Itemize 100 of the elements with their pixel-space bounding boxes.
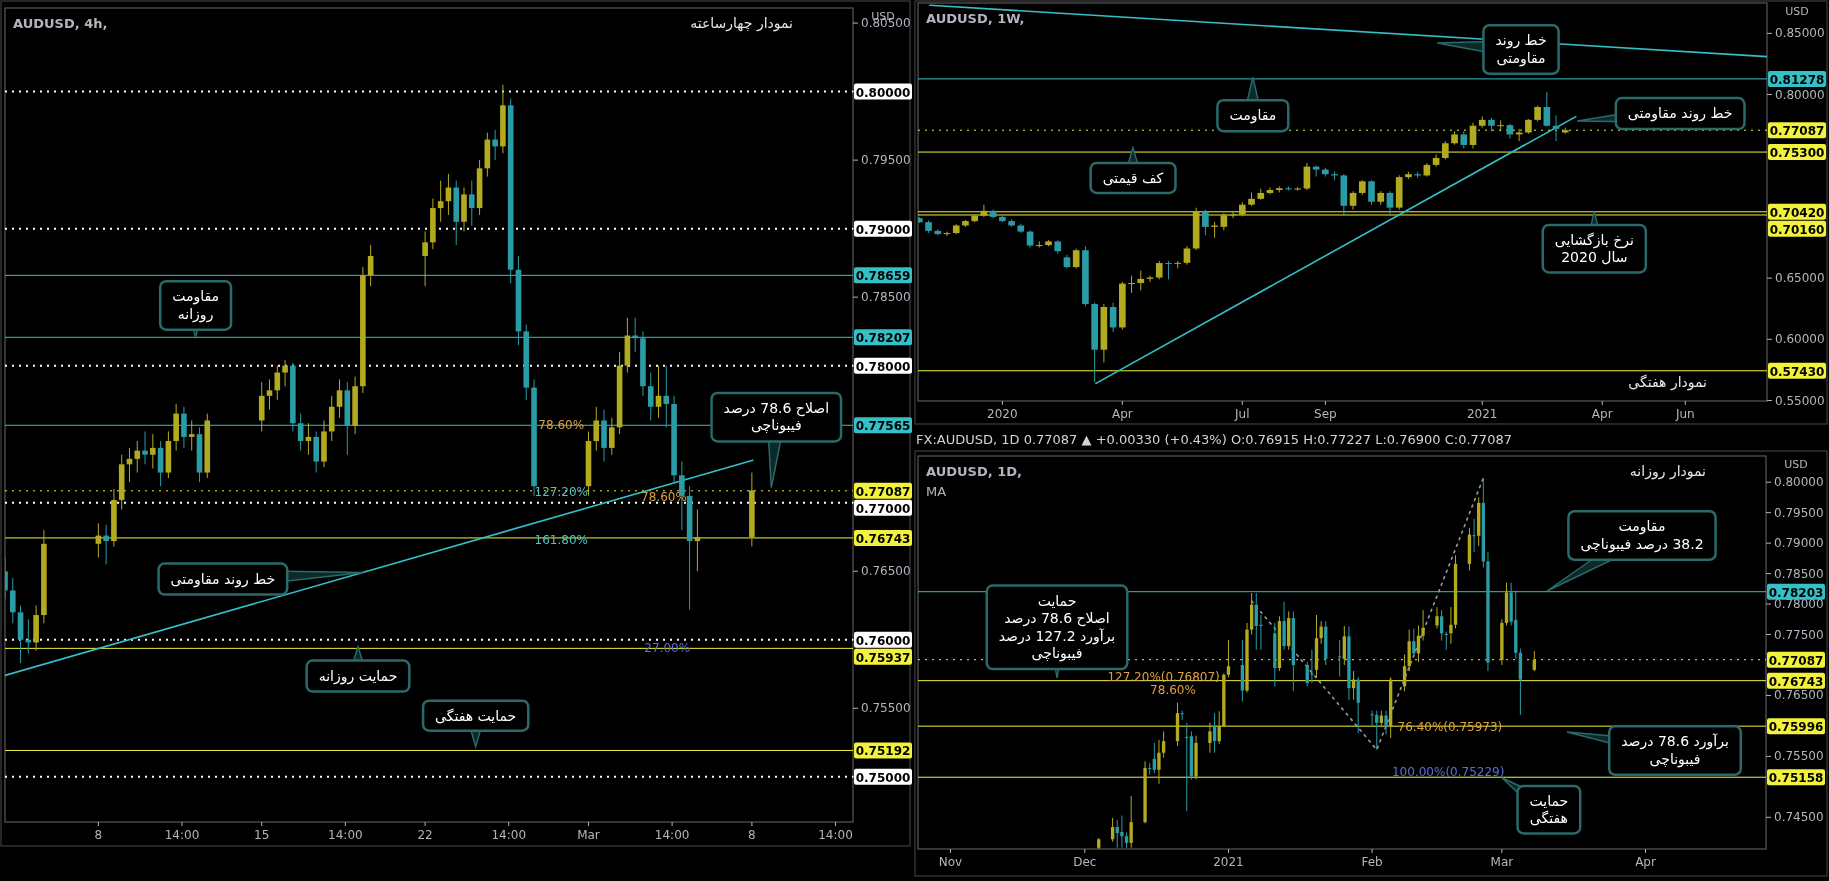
annotation: 78.60%: [641, 489, 687, 504]
y-tick-label: 0.75000: [855, 770, 911, 785]
ref-line-label: 0.70420: [1769, 205, 1825, 220]
candlestick: [1449, 606, 1453, 645]
text: FX:AUDUSD, 1D 0.77087 ▲ +0.00330 (+0.43%) O:0.76915 H:0.77227 L:0.76900 C:0.77087: [916, 432, 1512, 447]
candlestick: [134, 440, 141, 474]
ref-line-label: 0.75996: [1768, 719, 1824, 734]
y-tick-label: 0.78500: [1774, 566, 1824, 581]
annotation: MA: [926, 484, 947, 499]
candlestick: [1137, 270, 1145, 291]
annotation: برآورد 78.6 درصد فیبوناچی: [1621, 733, 1729, 768]
text: AUDUSD, 4h,: [13, 16, 108, 31]
annotation: مقاومت روزانه: [172, 288, 220, 323]
candlestick: [1157, 739, 1161, 785]
x-tick-label: 14:00: [328, 828, 363, 842]
x-tick-label: Mar: [577, 828, 600, 842]
y-tick-label: 0.75500: [861, 700, 911, 715]
y-tick-label: 0.80000: [1775, 87, 1825, 102]
candlestick: [1148, 762, 1152, 776]
candlestick: [1435, 606, 1439, 629]
candlestick: [1472, 518, 1476, 553]
annotation: 100.00%(0.75229): [1392, 764, 1505, 779]
candlestick: [274, 365, 281, 401]
annotation: مقاومت 38.2 درصد فیبوناچی: [1580, 518, 1704, 553]
ref-line-label: 0.78207: [855, 330, 911, 345]
x-tick-label: 14:00: [491, 828, 527, 842]
candlestick: [1497, 119, 1505, 132]
text: نمودار روزانه: [1629, 463, 1706, 480]
candlestick: [1312, 165, 1320, 178]
y-tick-label: 0.79000: [1774, 535, 1824, 550]
y-tick-label: 0.77000: [855, 501, 911, 516]
candlestick: [1552, 114, 1560, 142]
x-tick-label: Sep: [1314, 407, 1337, 421]
candlestick: [142, 430, 148, 465]
x-tick-label: 2021: [1213, 855, 1244, 869]
y-tick-label: 0.78000: [855, 359, 911, 374]
candlestick: [1161, 730, 1166, 759]
x-tick-label: Jun: [1674, 407, 1695, 421]
candlestick: [1226, 639, 1231, 678]
annotation: 127.20%: [534, 484, 588, 499]
candlestick: [647, 372, 654, 421]
ref-line-label: 0.75300: [1769, 145, 1825, 160]
y-tick-label: 0.85000: [1775, 25, 1825, 40]
candlestick: [1128, 275, 1135, 294]
ref-line-label: 0.57430: [1769, 364, 1825, 379]
x-tick-label: Apr: [1635, 855, 1656, 869]
y-tick-label: 0.65000: [1775, 270, 1825, 285]
annotation: حمایت هفتگی: [435, 707, 517, 724]
legend-label: 0.70160: [1769, 222, 1825, 237]
candlestick: [1349, 190, 1357, 211]
annotation: کف قیمتی: [1102, 169, 1164, 186]
annotation: 127.20%(0.76807): [1107, 669, 1220, 684]
annotation: خط روند مقاومتی: [1495, 32, 1547, 67]
candlestick: [468, 180, 475, 227]
candlestick: [1386, 190, 1394, 217]
x-tick-label: Apr: [1591, 407, 1613, 421]
y-axis-title: USD: [1785, 5, 1809, 18]
x-tick-label: 14:00: [818, 828, 853, 842]
x-tick-label: 15: [254, 828, 270, 842]
candlestick: [1342, 625, 1346, 666]
text: AUDUSD, 1W,: [926, 11, 1025, 26]
candlestick: [336, 378, 343, 419]
candlestick: [980, 204, 988, 218]
candlestick: [437, 180, 444, 223]
x-tick-label: 2021: [1466, 407, 1498, 421]
candlestick: [297, 413, 304, 452]
ref-line-label: 0.75192: [855, 743, 911, 758]
y-tick-label: 0.60000: [1775, 331, 1825, 346]
candlestick: [282, 359, 288, 387]
candlestick: [422, 230, 428, 287]
x-tick-label: Apr: [1111, 407, 1133, 421]
candlestick: [1444, 630, 1448, 651]
ref-line-label: 0.77087: [855, 484, 911, 499]
y-tick-label: 0.80000: [1774, 474, 1824, 489]
candlestick: [1319, 620, 1323, 645]
x-tick-label: Mar: [1490, 855, 1514, 869]
y-tick-label: 0.79500: [1774, 505, 1824, 520]
candlestick: [1202, 209, 1209, 236]
candlestick: [1208, 722, 1212, 754]
candlestick: [1180, 710, 1184, 721]
y-tick-label: 0.76500: [861, 563, 911, 578]
annotation: حمایت روزانه: [318, 667, 398, 685]
ref-line-label: 0.77087: [1768, 653, 1824, 668]
text: AUDUSD, 1D,: [926, 464, 1022, 479]
x-tick-label: Feb: [1361, 855, 1383, 869]
y-tick-label: 0.76000: [855, 633, 911, 648]
x-tick-label: 22: [417, 828, 433, 842]
annotation: نرخ بازگشایی سال 2020: [1554, 231, 1634, 266]
candlestick: [1165, 260, 1172, 280]
candlestick: [1421, 609, 1425, 642]
ref-line-label: 0.76743: [855, 531, 911, 546]
ref-line-label: 0.75158: [1768, 770, 1824, 785]
annotation: مقاومت: [1229, 107, 1277, 125]
annotation: 78.60%: [1150, 682, 1196, 697]
x-tick-label: Jul: [1234, 407, 1250, 421]
candlestick: [1310, 649, 1314, 684]
y-tick-label: 0.77500: [1774, 627, 1824, 642]
ref-line-label: 0.78659: [855, 268, 911, 283]
x-tick-label: 14:00: [164, 828, 200, 842]
candlestick: [663, 365, 670, 428]
